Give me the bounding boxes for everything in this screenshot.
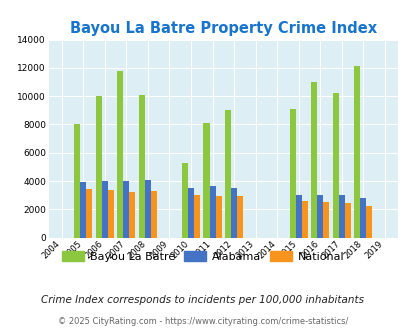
Bar <box>344 203 350 238</box>
Bar <box>311 82 316 238</box>
Bar <box>237 196 243 238</box>
Bar <box>123 181 129 238</box>
Legend: Bayou La Batre, Alabama, National: Bayou La Batre, Alabama, National <box>57 247 348 267</box>
Bar <box>117 71 123 238</box>
Bar <box>139 95 145 238</box>
Bar <box>360 198 365 238</box>
Bar <box>145 180 151 238</box>
Bar <box>354 66 360 238</box>
Bar <box>215 196 221 238</box>
Bar <box>230 188 237 238</box>
Bar <box>96 96 102 238</box>
Bar <box>86 189 92 238</box>
Text: Crime Index corresponds to incidents per 100,000 inhabitants: Crime Index corresponds to incidents per… <box>41 295 364 305</box>
Bar <box>129 192 135 238</box>
Bar <box>102 181 107 238</box>
Bar <box>322 202 328 238</box>
Bar <box>224 110 230 238</box>
Bar <box>209 186 215 238</box>
Bar <box>316 195 322 238</box>
Bar <box>80 182 86 238</box>
Bar <box>188 188 194 238</box>
Bar <box>289 109 295 238</box>
Bar <box>332 93 338 238</box>
Bar <box>295 195 301 238</box>
Bar <box>74 124 80 238</box>
Text: © 2025 CityRating.com - https://www.cityrating.com/crime-statistics/: © 2025 CityRating.com - https://www.city… <box>58 317 347 326</box>
Bar <box>107 190 113 238</box>
Bar <box>301 201 307 238</box>
Title: Bayou La Batre Property Crime Index: Bayou La Batre Property Crime Index <box>70 21 376 36</box>
Bar <box>365 207 371 238</box>
Bar <box>151 191 156 238</box>
Bar <box>181 163 188 238</box>
Bar <box>338 195 344 238</box>
Bar <box>194 195 200 238</box>
Bar <box>203 123 209 238</box>
